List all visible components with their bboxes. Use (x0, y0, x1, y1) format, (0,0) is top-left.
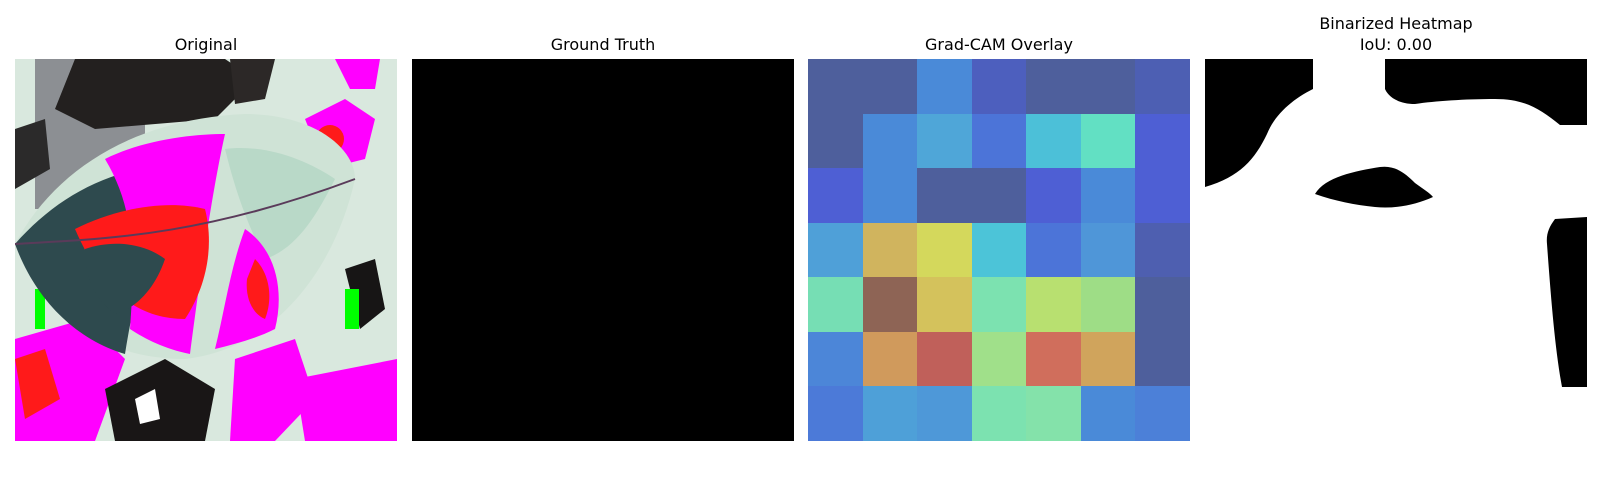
panel-title-ground-truth: Ground Truth (550, 35, 656, 54)
panel-ground-truth: Ground Truth (412, 0, 794, 441)
gradcam-cell (972, 332, 1026, 386)
gradcam-cell (1135, 332, 1190, 386)
gradcam-cell (1135, 59, 1190, 114)
gradcam-cell (863, 277, 917, 332)
gradcam-cell (917, 386, 972, 441)
gradcam-cell (972, 386, 1026, 441)
gradcam-cell (863, 114, 917, 168)
gradcam-cell (808, 114, 863, 168)
gradcam-cell (808, 332, 863, 386)
binarized-heatmap-image (1205, 59, 1587, 441)
gradcam-cell (917, 114, 972, 168)
gradcam-cell (863, 386, 917, 441)
gradcam-cell (1081, 114, 1135, 168)
panel-gradcam-overlay: Grad-CAM Overlay (808, 0, 1190, 441)
gradcam-cell (863, 168, 917, 223)
gradcam-cell (1135, 114, 1190, 168)
gradcam-cell (917, 332, 972, 386)
gradcam-cell (1135, 277, 1190, 332)
gradcam-cell (1081, 168, 1135, 223)
gradcam-cell (917, 223, 972, 277)
panel-title-binarized: Binarized Heatmap (1319, 14, 1473, 33)
gradcam-overlay-image (808, 59, 1190, 441)
gradcam-cell (1026, 59, 1081, 114)
gradcam-cell (808, 223, 863, 277)
gradcam-cell (972, 59, 1026, 114)
gradcam-cell (808, 277, 863, 332)
gradcam-cell (863, 59, 917, 114)
gradcam-cell (972, 114, 1026, 168)
gradcam-cell (1081, 332, 1135, 386)
gradcam-cell (917, 168, 972, 223)
gradcam-cell (808, 386, 863, 441)
gradcam-cell (863, 223, 917, 277)
panel-title-gradcam: Grad-CAM Overlay (925, 35, 1073, 54)
gradcam-cell (1135, 386, 1190, 441)
original-image (15, 59, 397, 441)
gradcam-cell (808, 168, 863, 223)
gradcam-cell (972, 223, 1026, 277)
gradcam-cell (1026, 332, 1081, 386)
gradcam-cell (1081, 223, 1135, 277)
gradcam-cell (917, 59, 972, 114)
panel-binarized-heatmap: Binarized Heatmap IoU: 0.00 (1205, 0, 1587, 441)
ground-truth-mask (412, 59, 794, 441)
gradcam-cell (1135, 168, 1190, 223)
gradcam-cell (972, 168, 1026, 223)
gradcam-cell (1026, 114, 1081, 168)
gradcam-cell (972, 277, 1026, 332)
gradcam-cell (1026, 223, 1081, 277)
gradcam-cell (1026, 168, 1081, 223)
gradcam-cell (1081, 59, 1135, 114)
panel-title-original: Original (174, 35, 238, 54)
gradcam-cell (1135, 223, 1190, 277)
gradcam-cell (917, 277, 972, 332)
gradcam-cell (808, 59, 863, 114)
gradcam-cell (1081, 386, 1135, 441)
gradcam-cell (1026, 386, 1081, 441)
iou-score: IoU: 0.00 (1359, 35, 1433, 54)
panel-original: Original (15, 0, 397, 441)
gradcam-cell (1081, 277, 1135, 332)
gradcam-cell (863, 332, 917, 386)
gradcam-cell (1026, 277, 1081, 332)
